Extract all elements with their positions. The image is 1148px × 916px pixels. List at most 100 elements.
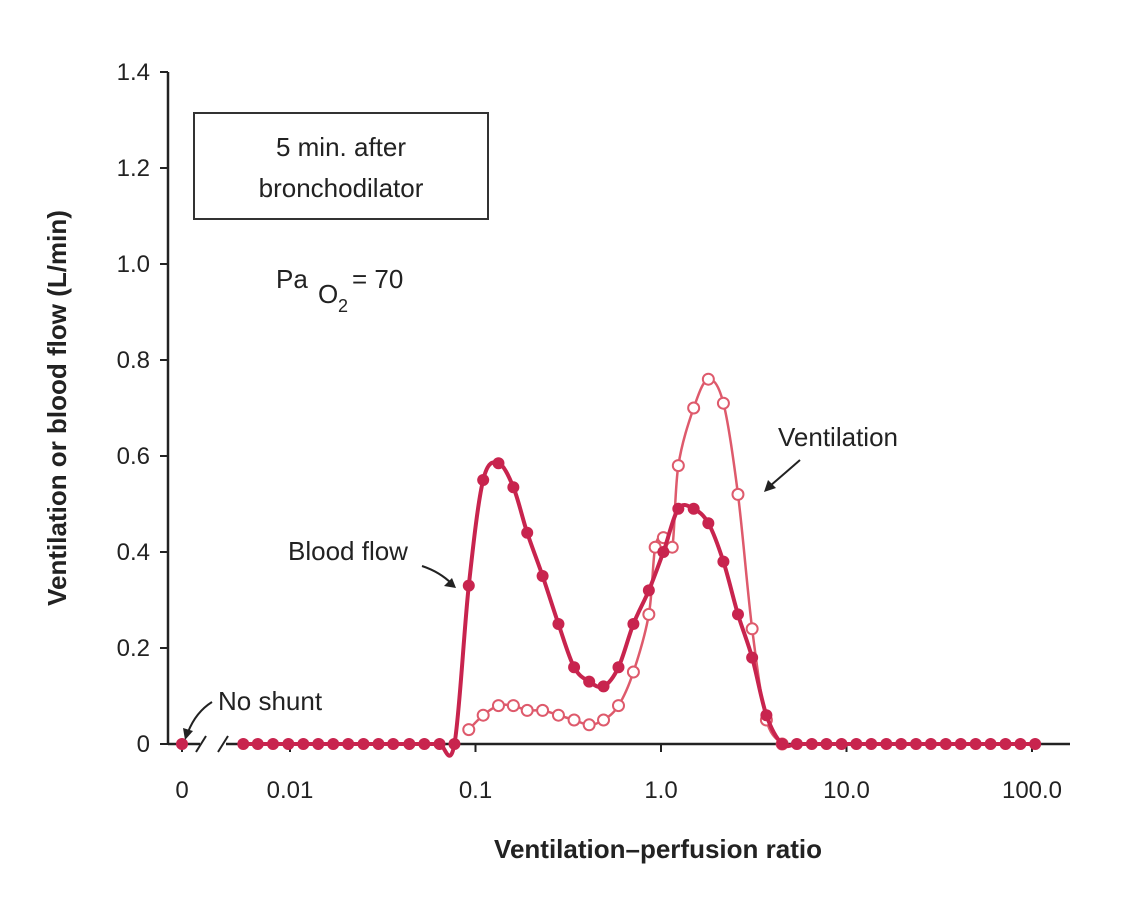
- pao2-subscript: O: [318, 279, 338, 309]
- blood-flow-point: [327, 738, 340, 750]
- blood-flow-point: [357, 738, 370, 750]
- blood-flow-point: [910, 738, 923, 750]
- ventilation-point: [597, 713, 611, 727]
- no-shunt-label: No shunt: [218, 686, 323, 716]
- x-tick-label: 1.0: [644, 777, 677, 804]
- no-shunt-point: [176, 738, 188, 750]
- x-tick-label: 10.0: [823, 777, 870, 804]
- ventilation-point: [491, 699, 505, 713]
- blood-flow-point: [895, 738, 908, 750]
- axis-break-mark: [195, 735, 229, 753]
- ventilation-point: [536, 703, 550, 717]
- blood-flow-point: [717, 555, 730, 568]
- blood-flow-point: [999, 738, 1012, 750]
- condition-box-border: [193, 112, 489, 220]
- blood-flow-point: [237, 738, 250, 750]
- series-layer: [176, 372, 1042, 758]
- x-tick-label: 0.01: [267, 777, 314, 804]
- y-tick-label: 1.2: [117, 155, 150, 182]
- ventilation-point: [567, 713, 581, 727]
- y-tick-label: 1.4: [117, 59, 150, 86]
- blood-flow-point: [1029, 738, 1042, 750]
- blood-flow-point: [776, 738, 789, 750]
- condition-box-line-2: bronchodilator: [259, 173, 424, 203]
- blood-flow-point: [642, 584, 655, 597]
- blood-flow-point: [583, 675, 596, 688]
- ventilation-point: [745, 622, 759, 636]
- no-shunt-callout: No shunt: [183, 686, 323, 740]
- blood-flow-point: [568, 661, 581, 674]
- ventilation-point: [671, 459, 685, 473]
- blood-flow-arrowhead: [444, 578, 456, 588]
- ventilation-label: Ventilation: [778, 422, 898, 452]
- blood-flow-point: [969, 738, 982, 750]
- ventilation-point: [582, 718, 596, 732]
- pao2-value: = 70: [352, 264, 403, 294]
- blood-flow-point: [731, 608, 744, 621]
- blood-flow-point: [251, 738, 264, 750]
- ventilation-point: [642, 607, 656, 621]
- ventilation-point: [701, 372, 715, 386]
- ventilation-point: [551, 708, 565, 722]
- blood-flow-point: [387, 738, 400, 750]
- ventilation-point: [476, 708, 490, 722]
- blood-flow-point: [312, 738, 325, 750]
- blood-flow-point: [492, 457, 505, 470]
- blood-flow-point: [924, 738, 937, 750]
- blood-flow-point: [820, 738, 833, 750]
- blood-flow-point: [462, 579, 475, 592]
- ventilation-callout: Ventilation: [764, 422, 898, 492]
- blood-flow-point: [746, 651, 759, 664]
- blood-flow-point: [372, 738, 385, 750]
- blood-flow-point: [687, 502, 700, 515]
- blood-flow-point: [403, 738, 416, 750]
- blood-flow-point: [850, 738, 863, 750]
- blood-flow-point: [984, 738, 997, 750]
- blood-flow-point: [552, 618, 565, 630]
- blood-flow-point: [627, 618, 640, 630]
- y-tick-label: 0: [137, 731, 150, 758]
- y-tick-label: 0.8: [117, 347, 150, 374]
- y-tick-label: 1.0: [117, 251, 150, 278]
- blood-flow-point: [297, 738, 310, 750]
- blood-flow-arrow: [421, 565, 453, 585]
- blood-flow-point: [939, 738, 952, 750]
- blood-flow-point: [418, 738, 431, 750]
- ventilation-arrow: [769, 459, 801, 487]
- x-axis-ticks: 0 0.01 0.1 1.0 10.0 100.0: [175, 744, 1062, 804]
- blood-flow-point: [865, 738, 878, 750]
- blood-flow-point: [835, 738, 848, 750]
- blood-flow-point: [612, 661, 625, 674]
- blood-flow-point: [521, 526, 534, 539]
- blood-flow-point: [507, 481, 520, 494]
- y-tick-label: 0.4: [117, 539, 150, 566]
- no-shunt-arrow: [187, 701, 213, 733]
- ventilation-point: [687, 401, 701, 415]
- blood-flow-line: [243, 460, 1036, 758]
- ventilation-point: [731, 487, 745, 501]
- blood-flow-callout: Blood flow: [288, 536, 456, 588]
- ventilation-point: [520, 703, 534, 717]
- pao2-annotation: Pa O 2 = 70: [276, 264, 403, 316]
- ventilation-arrowhead: [764, 480, 776, 492]
- x-tick-label: 0.1: [459, 777, 492, 804]
- blood-flow-point: [433, 738, 446, 750]
- blood-flow-point: [597, 680, 610, 693]
- blood-flow-point: [880, 738, 893, 750]
- blood-flow-point: [790, 738, 803, 750]
- no-shunt-arrowhead: [183, 728, 193, 740]
- blood-flow-point: [282, 738, 295, 750]
- ventilation-line: [467, 377, 784, 745]
- y-tick-label: 0.2: [117, 635, 150, 662]
- blood-flow-point: [954, 738, 967, 750]
- blood-flow-point: [342, 738, 355, 750]
- condition-box-line-1: 5 min. after: [276, 132, 406, 162]
- blood-flow-point: [1014, 738, 1027, 750]
- ventilation-point: [506, 699, 520, 713]
- blood-flow-point: [477, 474, 490, 486]
- blood-flow-label: Blood flow: [288, 536, 408, 566]
- x-tick-label: 0: [175, 777, 188, 804]
- blood-flow-point: [448, 738, 461, 750]
- ventilation-point: [611, 699, 625, 713]
